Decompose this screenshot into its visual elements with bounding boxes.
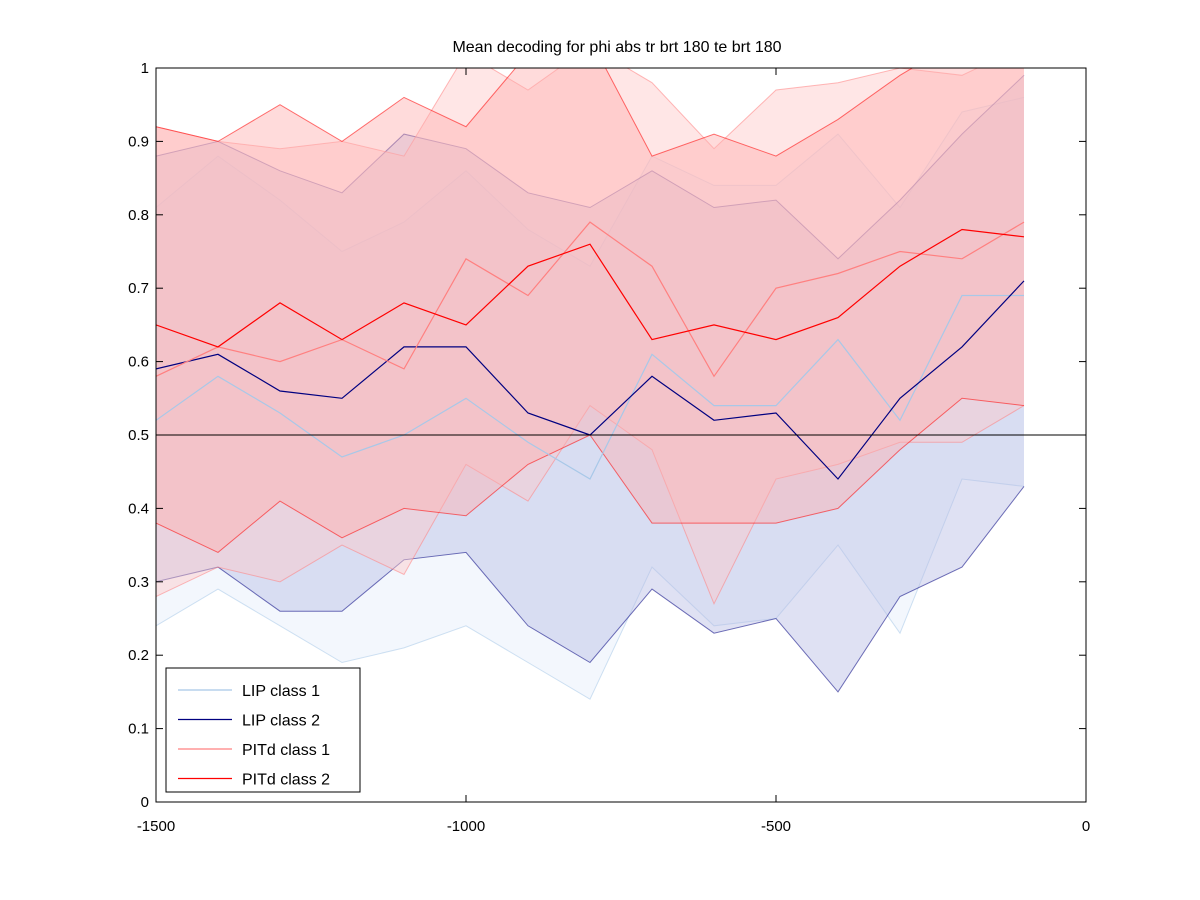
lip-class-2-upper-bound <box>156 74 1025 260</box>
y-tick-label: 0.8 <box>128 207 149 224</box>
x-tick-label: -500 <box>761 818 791 835</box>
lip-class-1-upper-bound <box>156 96 1025 267</box>
confidence-bands <box>156 68 1025 700</box>
y-tick-label: 0.9 <box>128 133 149 150</box>
pitd-class-1-mean-line <box>156 221 1025 378</box>
pitd-class-1-upper-bound <box>156 68 979 157</box>
y-tick-label: 0.3 <box>128 574 149 591</box>
y-tick-label: 1 <box>141 60 149 77</box>
legend-box <box>165 667 361 793</box>
legend: LIP class 1 LIP class 2 PITd class 1 PITd c… <box>165 667 361 793</box>
y-tick-label: 0.2 <box>128 647 149 664</box>
legend-label-lip-class-1: LIP class 1 <box>242 683 320 700</box>
pitd-class-2-mean-line <box>156 228 1025 348</box>
pitd-class-2-upper-bound <box>156 68 914 157</box>
x-tick-label: 0 <box>1082 818 1090 835</box>
pitd-class-2-band <box>156 68 1024 553</box>
y-tick-label: 0.7 <box>128 280 149 297</box>
pitd-class-1-band <box>156 68 1024 604</box>
y-tick-label: 0.5 <box>128 427 149 444</box>
lip-class-2-lower-bound <box>156 486 1025 693</box>
y-tick-label: 0.6 <box>128 354 149 371</box>
legend-label-pitd-class-1: PITd class 1 <box>242 742 330 759</box>
lip-class-1-band <box>156 97 1024 700</box>
y-tick-label: 0.1 <box>128 721 149 738</box>
legend-label-lip-class-2: LIP class 2 <box>242 713 320 730</box>
axis-ticks: 0 0.1 0.2 0.3 0.4 0.5 0.6 0.7 0.8 0.9 1 -1500 -1000 -… <box>128 60 1090 835</box>
lip-class-1-mean-line <box>156 294 1024 480</box>
x-tick-label: -1500 <box>137 818 175 835</box>
y-tick-label: 0.4 <box>128 500 149 517</box>
lip-class-1-lower-bound <box>156 478 1025 700</box>
legend-label-pitd-class-2: PITd class 2 <box>242 772 330 789</box>
y-tick-label: 0 <box>141 794 149 811</box>
chart-title: Mean decoding for phi abs tr brt 180 te … <box>452 39 781 56</box>
pitd-class-1-lower-bound <box>156 404 1025 606</box>
x-tick-label: -1000 <box>447 818 485 835</box>
